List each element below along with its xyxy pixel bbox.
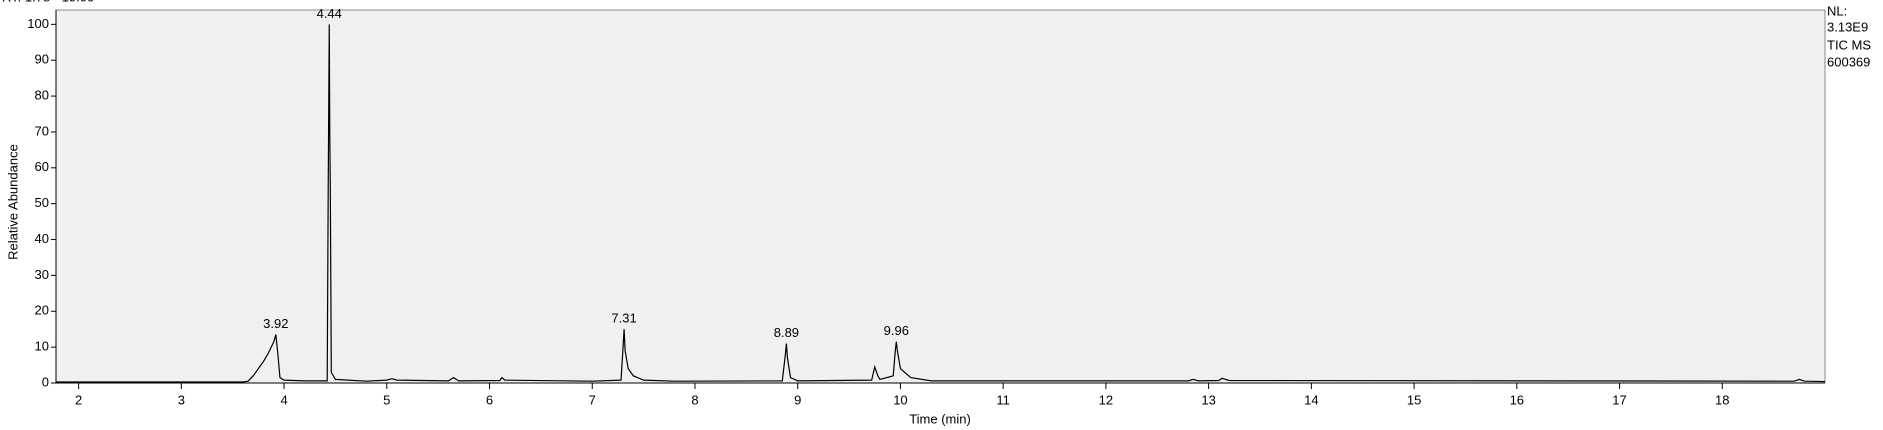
peak-label: 9.96 — [884, 323, 909, 338]
y-tick-label: 50 — [35, 195, 49, 210]
y-axis-label: Relative Abundance — [5, 144, 20, 260]
side-info: 3.13E9 — [1827, 19, 1868, 34]
y-tick-label: 0 — [42, 374, 49, 389]
x-tick-label: 13 — [1201, 392, 1215, 407]
peak-label: 8.89 — [774, 325, 799, 340]
plot-area — [55, 9, 1826, 384]
x-tick-label: 4 — [280, 392, 287, 407]
peak-label: 7.31 — [611, 311, 636, 326]
y-tick-label: 90 — [35, 52, 49, 67]
y-tick-label: 100 — [27, 16, 49, 31]
x-tick-label: 5 — [383, 392, 390, 407]
y-tick-label: 20 — [35, 303, 49, 318]
y-tick-label: 30 — [35, 267, 49, 282]
x-tick-label: 3 — [178, 392, 185, 407]
y-tick-label: 70 — [35, 123, 49, 138]
x-tick-label: 6 — [486, 392, 493, 407]
x-axis-label: Time (min) — [909, 411, 971, 426]
x-tick-label: 16 — [1510, 392, 1524, 407]
side-info: 600369 — [1827, 54, 1870, 69]
header: RT: 1.78 - 19.00 — [2, 0, 94, 4]
peak-label: 3.92 — [263, 316, 288, 331]
y-tick-label: 80 — [35, 88, 49, 103]
side-info: TIC MS — [1827, 37, 1871, 52]
x-tick-label: 11 — [996, 392, 1010, 407]
x-tick-label: 7 — [589, 392, 596, 407]
x-tick-label: 10 — [893, 392, 907, 407]
x-tick-label: 17 — [1612, 392, 1626, 407]
x-tick-label: 15 — [1407, 392, 1421, 407]
x-tick-label: 8 — [691, 392, 698, 407]
trace — [56, 24, 1826, 383]
x-tick-label: 2 — [75, 392, 82, 407]
peak-label: 4.44 — [317, 6, 342, 21]
x-tick-label: 12 — [1099, 392, 1113, 407]
side-info: NL: — [1827, 3, 1847, 18]
x-tick-label: 9 — [794, 392, 801, 407]
y-tick-label: 10 — [35, 339, 49, 354]
y-tick-label: 40 — [35, 231, 49, 246]
x-tick-label: 14 — [1304, 392, 1318, 407]
y-tick-label: 60 — [35, 159, 49, 174]
x-tick-label: 18 — [1715, 392, 1729, 407]
